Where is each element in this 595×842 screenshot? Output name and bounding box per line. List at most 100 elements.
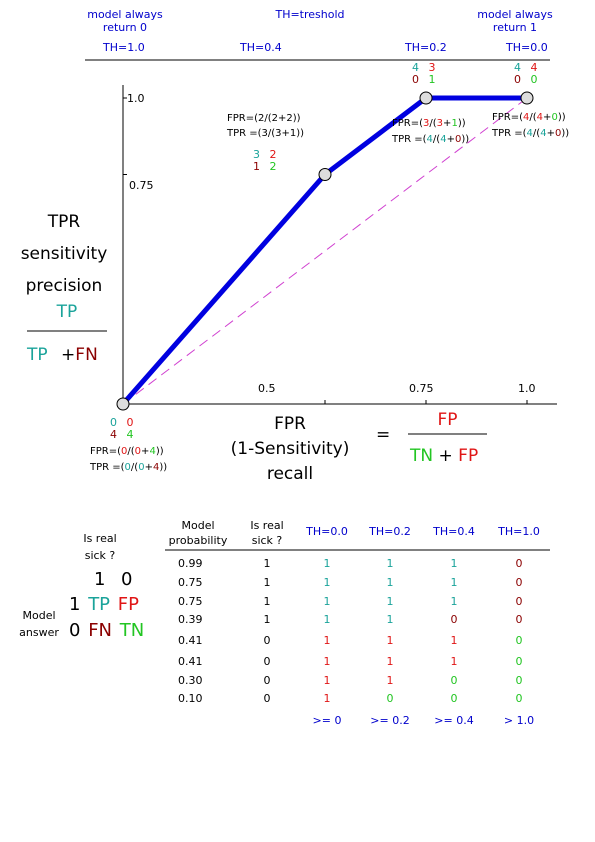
table-cell-r0-c0: 0.99 (178, 557, 203, 570)
p3-tpr-d: 4 (540, 128, 547, 139)
p2-tpr-c: /( (432, 134, 441, 145)
table-cell-r6-c5: 0 (515, 674, 523, 687)
p2-tpr-d: 4 (440, 134, 447, 145)
p0-fpr-b: 0 (121, 446, 128, 457)
table-header-0: Model probability (168, 518, 228, 548)
table-cell-r2-c5: 0 (515, 595, 523, 608)
table-cell-r0-c4: 1 (450, 557, 458, 570)
roc-curve (121, 95, 527, 406)
point0-fn: 4 (110, 428, 117, 441)
table-cell-r6-c4: 0 (450, 674, 458, 687)
point1-fp: 2 (269, 148, 277, 161)
p3-tpr-b: 4 (526, 128, 533, 139)
th-label-0.4: TH=0.4 (240, 41, 282, 54)
table-cell-r2-c3: 1 (386, 595, 394, 608)
x-tick-0.75: 0.75 (409, 382, 434, 395)
p3-fpr-c: /( (529, 112, 537, 123)
confusion-row-label-line2: answer (19, 626, 59, 639)
p3-fpr-a: FPR=( (492, 112, 524, 123)
table-cell-r0-c5: 0 (515, 557, 523, 570)
point1-tn: 2 (269, 160, 277, 173)
roc-point-0 (116, 397, 130, 411)
note-always-1: model always return 1 (470, 8, 560, 34)
table-cell-r4-c1: 0 (263, 634, 271, 647)
point2-counts-bottom: 0 1 (412, 73, 436, 86)
roc-point-3 (520, 91, 534, 105)
p3-tpr-g: )) (561, 128, 570, 139)
fpr-den-fp: FP (458, 446, 479, 466)
confusion-row-0: 0 FN TN (69, 620, 144, 641)
p2-tpr-f: 0 (454, 134, 462, 145)
p3-fpr-d: 4 (536, 112, 544, 123)
table-cell-r6-c0: 0.30 (178, 674, 203, 687)
confusion-tn: TN (119, 620, 145, 641)
th-label-0.0: TH=0.0 (506, 41, 548, 54)
point1-fn: 1 (253, 160, 260, 173)
note-always-1-line2: return 1 (492, 21, 538, 34)
table-cell-r1-c3: 1 (386, 576, 394, 589)
table-cell-r6-c3: 1 (386, 674, 394, 687)
point3-counts-top: 4 4 (514, 61, 538, 74)
p3-tpr-a: TPR =( (492, 128, 527, 139)
table-header-4: TH=0.4 (432, 524, 476, 539)
table-cell-r3-c5: 0 (515, 613, 523, 626)
p2-tpr-b: 4 (426, 134, 433, 145)
table-footer-0: >= 0 (312, 714, 342, 727)
table-header-1-line-0: Is real (250, 519, 284, 532)
p0-fpr-a: FPR=( (90, 446, 122, 457)
point3-tn: 0 (530, 73, 538, 86)
point2-fp: 3 (428, 61, 436, 74)
table-cell-r4-c2: 1 (323, 634, 331, 647)
confusion-fn: FN (88, 620, 113, 641)
th-label-0.2: TH=0.2 (405, 41, 447, 54)
p2-tpr-a: TPR =( (392, 134, 427, 145)
table-footer-2: >= 0.4 (434, 714, 474, 727)
table-header-0-line-0: Model (181, 519, 215, 532)
p0-tpr-c: /( (130, 462, 139, 473)
point2-tpr: TPR =(4/(4+0)) (392, 134, 469, 145)
note-always-0-line1: model always (87, 8, 163, 21)
point1-fpr: FPR=(2/(2+2)) (227, 113, 301, 124)
table-cell-r5-c1: 0 (263, 655, 271, 668)
table-cell-r1-c4: 1 (450, 576, 458, 589)
table-header-1: Is real sick ? (245, 518, 289, 548)
confusion-row1-label: 1 (69, 594, 81, 615)
table-cell-r1-c2: 1 (323, 576, 331, 589)
point1-counts-bottom: 1 2 (253, 160, 277, 173)
y-label-sensitivity: sensitivity (20, 244, 108, 264)
p2-fpr-g: )) (457, 118, 466, 129)
x-label-1-sensitivity: (1-Sensitivity) (230, 439, 350, 459)
table-cell-r1-c5: 0 (515, 576, 523, 589)
p3-fpr-b: 4 (523, 112, 530, 123)
table-cell-r4-c5: 0 (515, 634, 523, 647)
table-cell-r2-c2: 1 (323, 595, 331, 608)
random-classifier-line (122, 97, 528, 405)
confusion-row0-label: 0 (69, 620, 81, 641)
p3-fpr-e: + (543, 112, 552, 123)
x-axis-label: FPR (1-Sensitivity) recall (220, 412, 360, 487)
table-header-3: TH=0.2 (368, 524, 412, 539)
table-header-5-line-0: TH=1.0 (498, 525, 540, 538)
p0-tpr-a: TPR =( (90, 462, 125, 473)
p0-fpr-e: + (141, 446, 150, 457)
point1-counts-top: 3 2 (253, 148, 277, 161)
table-cell-r5-c5: 0 (515, 655, 523, 668)
point3-counts-bottom: 0 0 (514, 73, 538, 86)
table-cell-r5-c4: 1 (450, 655, 458, 668)
table-header-5: TH=1.0 (497, 524, 541, 539)
note-always-0-line2: return 0 (102, 21, 148, 34)
table-cell-r3-c2: 1 (323, 613, 331, 626)
table-cell-r1-c1: 1 (263, 576, 271, 589)
table-cell-r2-c0: 0.75 (178, 595, 203, 608)
p0-fpr-d: 0 (134, 446, 142, 457)
confusion-row-label: Model answer (15, 607, 63, 641)
table-cell-r0-c3: 1 (386, 557, 394, 570)
table-cell-r0-c1: 1 (263, 557, 271, 570)
table-cell-r6-c1: 0 (263, 674, 271, 687)
point2-fpr: FPR=(3/(3+1)) (392, 118, 466, 129)
point0-tpr: TPR =(0/(0+4)) (90, 462, 167, 473)
table-cell-r2-c4: 1 (450, 595, 458, 608)
fpr-den-plus: + (438, 446, 453, 466)
y-tick-1.0: 1.0 (127, 92, 145, 105)
point3-tp: 4 (514, 61, 521, 74)
